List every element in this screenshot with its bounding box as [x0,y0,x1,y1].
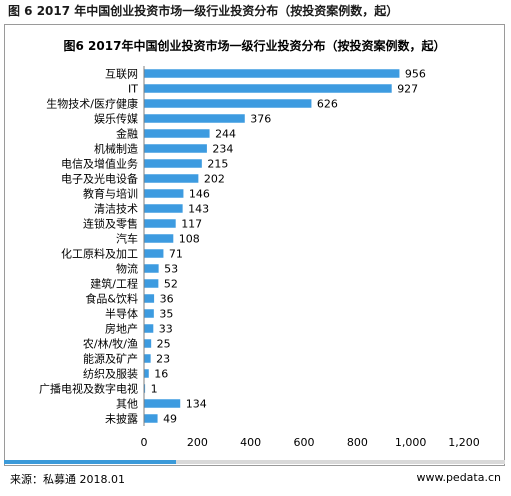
category-label: 电子及光电设备 [61,172,138,186]
data-label: 215 [207,158,228,171]
data-label: 234 [212,143,233,156]
bar [144,279,159,288]
bar [144,249,164,258]
category-label: 能源及矿产 [83,352,138,366]
bar [144,189,184,198]
bar [144,129,210,138]
data-label: 36 [160,293,174,306]
data-label: 16 [154,368,168,381]
category-label: 食品&饮料 [85,292,138,306]
category-label: 其他 [116,398,138,411]
bar [144,339,152,348]
x-tick-label: 400 [240,436,261,449]
category-label: 清洁技术 [94,203,138,216]
data-label: 49 [163,413,177,426]
bar [144,294,155,303]
data-label: 146 [189,188,210,201]
footer-divider [4,460,505,464]
category-label: 连锁及零售 [83,217,138,231]
x-tick-label: 1,000 [395,436,427,449]
bar [144,264,159,273]
data-label: 1 [151,383,158,396]
category-label: 机械制造 [94,142,138,156]
chart-frame: 图6 2017年中国创业投资市场一级行业投资分布（按投资案例数，起） [4,24,505,466]
category-label: 汽车 [116,232,138,246]
category-label: 互联网 [105,68,138,81]
bar [144,369,149,378]
x-tick-label: 200 [187,436,208,449]
category-label: 娱乐传媒 [94,112,138,126]
bar [144,204,183,213]
data-label: 202 [204,173,225,186]
x-tick-label: 1,200 [448,436,480,449]
data-label: 33 [159,323,173,336]
bar [144,69,400,78]
data-label: 927 [397,83,418,96]
category-label: 金融 [116,127,138,141]
bar [144,399,181,408]
chart-title: 图6 2017年中国创业投资市场一级行业投资分布（按投资案例数，起） [63,39,446,53]
bar [144,174,199,183]
x-tick-label: 600 [294,436,315,449]
data-label: 35 [159,308,173,321]
data-label: 376 [250,113,271,126]
data-label: 25 [157,338,171,351]
bar [144,354,151,363]
bar [144,309,154,318]
footer-accent-bar [4,460,176,464]
category-label: IT [128,83,138,96]
x-tick-label: 0 [141,436,148,449]
category-label: 纺织及服装 [83,367,138,381]
x-tick-label: 800 [347,436,368,449]
category-label: 建筑/工程 [90,277,138,291]
bar [144,144,207,153]
bar [144,84,392,93]
data-label: 71 [169,248,183,261]
page-title: 图 6 2017 年中国创业投资市场一级行业投资分布（按投资案例数，起） [8,4,399,18]
category-label: 广播电视及数字电视 [39,382,138,396]
data-label: 956 [405,68,426,81]
data-label: 53 [164,263,178,276]
category-label: 半导体 [105,307,138,321]
bar [144,114,245,123]
category-label: 未披露 [105,412,138,426]
data-label: 143 [188,203,209,216]
data-label: 626 [317,98,338,111]
category-label: 农/林/牧/渔 [83,337,138,351]
bar [144,414,158,423]
bar [144,324,154,333]
category-label: 教育与培训 [83,187,138,201]
category-label: 电信及增值业务 [61,157,138,171]
category-label: 物流 [116,262,138,276]
website-link[interactable]: www.pedata.cn [416,471,501,484]
bar [144,99,312,108]
bar [144,234,174,243]
data-label: 134 [186,398,207,411]
bar [144,384,146,393]
data-label: 108 [179,233,200,246]
category-label: 化工原料及加工 [61,247,138,261]
category-label: 房地产 [105,322,138,336]
bar [144,219,176,228]
bar [144,159,202,168]
source-note: 来源：私募通 2018.01 [10,473,125,486]
category-label: 生物技术/医疗健康 [46,97,138,111]
data-label: 23 [156,353,170,366]
data-label: 52 [164,278,178,291]
data-label: 244 [215,128,236,141]
data-label: 117 [181,218,202,231]
